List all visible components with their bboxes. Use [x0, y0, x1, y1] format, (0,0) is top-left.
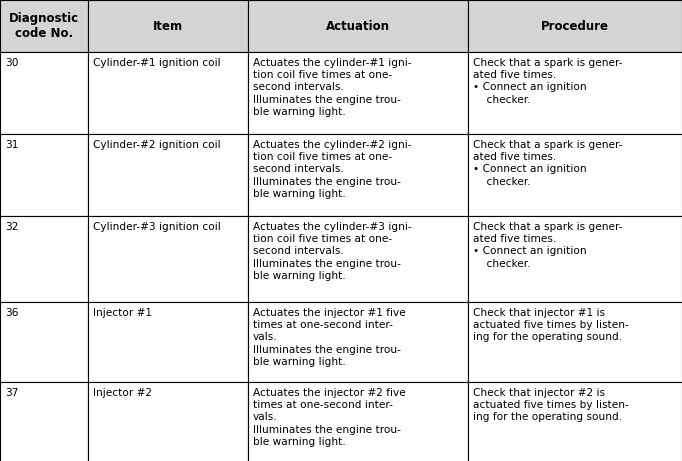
Text: Injector #2: Injector #2	[93, 388, 152, 398]
Text: 36: 36	[5, 308, 18, 318]
Text: Check that a spark is gener-
ated five times.
• Connect an ignition
    checker.: Check that a spark is gener- ated five t…	[473, 222, 623, 269]
Bar	[248, 382, 468, 461]
Bar	[248, 302, 468, 382]
Text: Procedure: Procedure	[541, 19, 609, 32]
Bar	[248, 216, 468, 302]
Bar	[88, 0, 248, 52]
Text: 31: 31	[5, 140, 18, 150]
Bar	[468, 52, 682, 134]
Text: Cylinder-#2 ignition coil: Cylinder-#2 ignition coil	[93, 140, 220, 150]
Text: 32: 32	[5, 222, 18, 232]
Text: Actuates the injector #1 five
times at one-second inter-
vals.
Illuminates the e: Actuates the injector #1 five times at o…	[253, 308, 406, 367]
Bar	[88, 302, 248, 382]
Text: Injector #1: Injector #1	[93, 308, 152, 318]
Bar	[248, 52, 468, 134]
Text: 30: 30	[5, 58, 18, 68]
Text: Check that a spark is gener-
ated five times.
• Connect an ignition
    checker.: Check that a spark is gener- ated five t…	[473, 58, 623, 105]
Text: Diagnostic
code No.: Diagnostic code No.	[9, 12, 79, 40]
Text: Check that a spark is gener-
ated five times.
• Connect an ignition
    checker.: Check that a spark is gener- ated five t…	[473, 140, 623, 187]
Bar	[468, 382, 682, 461]
Bar	[248, 0, 468, 52]
Text: Actuates the injector #2 five
times at one-second inter-
vals.
Illuminates the e: Actuates the injector #2 five times at o…	[253, 388, 406, 447]
Bar	[468, 302, 682, 382]
Text: Actuation: Actuation	[326, 19, 390, 32]
Text: Cylinder-#3 ignition coil: Cylinder-#3 ignition coil	[93, 222, 221, 232]
Bar	[468, 134, 682, 216]
Text: Item: Item	[153, 19, 183, 32]
Text: Check that injector #2 is
actuated five times by listen-
ing for the operating s: Check that injector #2 is actuated five …	[473, 388, 629, 422]
Bar	[88, 216, 248, 302]
Bar	[0, 0, 88, 52]
Bar	[0, 134, 88, 216]
Bar	[0, 216, 88, 302]
Text: Actuates the cylinder-#3 igni-
tion coil five times at one-
second intervals.
Il: Actuates the cylinder-#3 igni- tion coil…	[253, 222, 412, 281]
Bar	[0, 382, 88, 461]
Bar	[0, 52, 88, 134]
Bar	[0, 302, 88, 382]
Bar	[468, 216, 682, 302]
Bar	[88, 134, 248, 216]
Text: Check that injector #1 is
actuated five times by listen-
ing for the operating s: Check that injector #1 is actuated five …	[473, 308, 629, 343]
Text: 37: 37	[5, 388, 18, 398]
Bar	[468, 0, 682, 52]
Text: Cylinder-#1 ignition coil: Cylinder-#1 ignition coil	[93, 58, 220, 68]
Bar	[88, 382, 248, 461]
Bar	[88, 52, 248, 134]
Text: Actuates the cylinder-#1 igni-
tion coil five times at one-
second intervals.
Il: Actuates the cylinder-#1 igni- tion coil…	[253, 58, 411, 117]
Text: Actuates the cylinder-#2 igni-
tion coil five times at one-
second intervals.
Il: Actuates the cylinder-#2 igni- tion coil…	[253, 140, 411, 199]
Bar	[248, 134, 468, 216]
